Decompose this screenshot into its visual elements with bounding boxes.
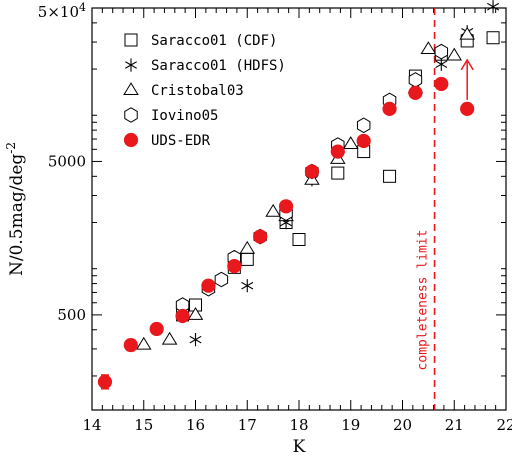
- point-uds-edr: [460, 101, 475, 117]
- point-cristobal03: [446, 47, 463, 61]
- x-tick-label: 22: [496, 416, 512, 434]
- axis-labels-group: K N/0.5mag/deg-2: [4, 142, 306, 457]
- point-cristobal03: [239, 240, 256, 254]
- point-uds-edr: [201, 278, 216, 293]
- completeness-limit-label: completeness limit: [416, 230, 431, 371]
- point-cristobal03: [161, 331, 178, 345]
- point-uds-edr: [304, 164, 320, 179]
- point-iovino05: [408, 72, 423, 88]
- point-cristobal03: [187, 307, 204, 320]
- legend: Saracco01 (CDF) Saracco01 (HDFS) Cristobal…: [123, 33, 286, 149]
- point-uds-edr: [253, 229, 268, 244]
- legend-label: Saracco01 (HDFS): [151, 58, 286, 74]
- point-iovino05: [434, 43, 449, 60]
- point-uds-edr: [149, 321, 164, 337]
- point-cristobal03: [135, 336, 152, 350]
- legend-label: Cristobal03: [151, 83, 244, 99]
- point-uds-edr: [227, 258, 242, 274]
- data-points-group: [97, 0, 500, 390]
- completeness-limit-group: completeness limit: [416, 8, 436, 410]
- legend-marker: [124, 33, 138, 47]
- point-uds-edr: [382, 101, 397, 117]
- x-tick-label: 19: [341, 416, 360, 434]
- x-tick-label: 20: [393, 416, 412, 434]
- point-uds-edr: [330, 144, 345, 159]
- point-saracco01-cdf: [292, 232, 306, 246]
- legend-label: Saracco01 (CDF): [151, 33, 277, 49]
- x-tick-label: 15: [134, 416, 153, 434]
- y-tick-label: 5000: [48, 152, 86, 170]
- point-iovino05: [214, 271, 229, 288]
- point-iovino05: [356, 117, 371, 134]
- point-uds-edr: [278, 199, 294, 214]
- x-tick-label: 21: [445, 416, 464, 434]
- plot-frame-group: 14 15 16 17 18 19 20 21 22 500 5000 5×104: [38, 1, 512, 434]
- x-tick-label: 18: [289, 416, 308, 434]
- x-tick-label: 14: [82, 416, 101, 434]
- point-saracco01-cdf: [240, 252, 254, 266]
- point-cristobal03: [342, 136, 359, 149]
- legend-marker: [124, 107, 138, 123]
- point-uds-edr: [123, 337, 138, 353]
- legend-label: UDS-EDR: [151, 133, 211, 149]
- point-saracco01-cdf: [486, 31, 500, 45]
- point-saracco01-cdf: [383, 169, 397, 183]
- point-saracco01-hdfs: [435, 57, 448, 71]
- point-saracco01-hdfs: [189, 333, 202, 347]
- point-uds-edr: [434, 76, 449, 92]
- point-uds-edr: [356, 133, 371, 149]
- legend-marker: [123, 132, 139, 148]
- point-uds-edr: [175, 308, 190, 324]
- point-saracco01-cdf: [331, 166, 345, 180]
- point-saracco01-hdfs: [487, 0, 500, 14]
- point-cristobal03: [420, 41, 437, 55]
- legend-marker: [125, 58, 137, 72]
- y-tick-label: 500: [57, 306, 86, 324]
- point-uds-edr: [97, 374, 113, 389]
- y-tick-label: 5×104: [38, 1, 86, 21]
- x-tick-label: 16: [186, 416, 205, 434]
- point-uds-edr: [408, 85, 423, 100]
- point-saracco01-hdfs: [241, 279, 254, 293]
- point-cristobal03: [459, 26, 475, 40]
- y-axis-label: N/0.5mag/deg-2: [4, 142, 27, 276]
- x-axis-label: K: [293, 437, 306, 457]
- legend-label: Iovino05: [151, 108, 218, 124]
- x-tick-label: 17: [238, 416, 257, 434]
- lower-limit-arrowhead: [460, 58, 474, 71]
- legend-marker: [123, 82, 139, 95]
- point-cristobal03: [265, 203, 281, 217]
